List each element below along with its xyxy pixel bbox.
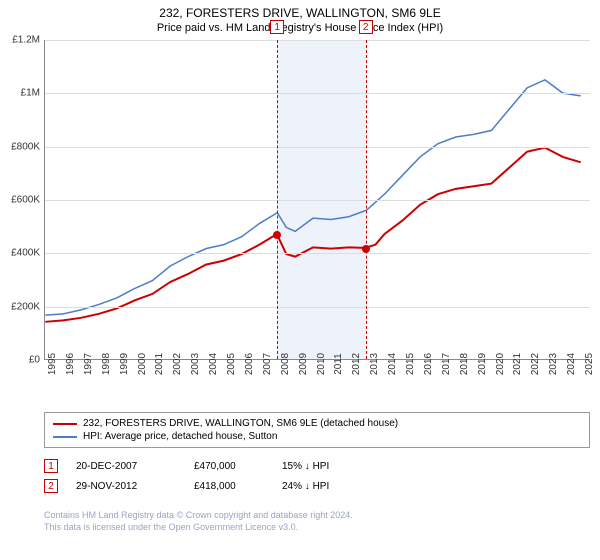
gridline [45, 147, 590, 148]
x-axis-label: 2001 [154, 353, 165, 375]
x-axis-label: 2002 [172, 353, 183, 375]
sale-marker-line [366, 40, 367, 359]
sale-diff: 15% ↓ HPI [282, 461, 382, 472]
y-axis-label: £400K [11, 248, 40, 259]
footer-line: This data is licensed under the Open Gov… [44, 522, 590, 534]
x-axis-label: 2011 [333, 353, 344, 375]
x-axis-label: 1995 [47, 353, 58, 375]
x-axis-label: 2008 [280, 353, 291, 375]
sale-marker-line [277, 40, 278, 359]
gridline [45, 93, 590, 94]
x-axis-label: 2014 [387, 353, 398, 375]
x-axis-label: 2025 [584, 353, 595, 375]
x-axis-label: 2007 [262, 353, 273, 375]
legend-item-hpi: HPI: Average price, detached house, Sutt… [53, 430, 581, 443]
series-line-property [45, 148, 580, 322]
x-axis-label: 2000 [137, 353, 148, 375]
x-axis-label: 2023 [548, 353, 559, 375]
sale-marker-badge: 1 [270, 20, 284, 34]
footer-attribution: Contains HM Land Registry data © Crown c… [44, 510, 590, 533]
sale-row: 1 20-DEC-2007 £470,000 15% ↓ HPI [44, 456, 590, 476]
legend-swatch [53, 436, 77, 438]
x-axis-label: 2017 [441, 353, 452, 375]
y-axis-label: £600K [11, 195, 40, 206]
sale-marker-box: 1 [44, 459, 58, 473]
x-axis-label: 1998 [101, 353, 112, 375]
y-axis-label: £200K [11, 301, 40, 312]
y-axis-label: £0 [29, 355, 40, 366]
x-axis-label: 2016 [423, 353, 434, 375]
x-axis-label: 2009 [298, 353, 309, 375]
sales-table: 1 20-DEC-2007 £470,000 15% ↓ HPI 2 29-NO… [44, 456, 590, 496]
gridline [45, 200, 590, 201]
x-axis-label: 2022 [530, 353, 541, 375]
gridline [45, 307, 590, 308]
x-axis-label: 2005 [226, 353, 237, 375]
sale-dot [273, 231, 281, 239]
y-axis-label: £1.2M [12, 35, 40, 46]
y-axis-label: £1M [21, 88, 40, 99]
x-axis-label: 2019 [477, 353, 488, 375]
chart-subtitle: Price paid vs. HM Land Registry's House … [0, 20, 600, 34]
legend-swatch [53, 423, 77, 425]
legend: 232, FORESTERS DRIVE, WALLINGTON, SM6 9L… [44, 412, 590, 448]
plot-area: 12 [44, 40, 590, 360]
sale-date: 29-NOV-2012 [76, 481, 176, 492]
x-axis-label: 2013 [369, 353, 380, 375]
sale-dot [362, 245, 370, 253]
footer-line: Contains HM Land Registry data © Crown c… [44, 510, 590, 522]
x-axis-label: 2024 [566, 353, 577, 375]
series-line-hpi [45, 80, 580, 315]
x-axis-label: 2010 [316, 353, 327, 375]
chart-title: 232, FORESTERS DRIVE, WALLINGTON, SM6 9L… [0, 0, 600, 20]
sale-row: 2 29-NOV-2012 £418,000 24% ↓ HPI [44, 476, 590, 496]
sale-date: 20-DEC-2007 [76, 461, 176, 472]
sale-diff: 24% ↓ HPI [282, 481, 382, 492]
y-axis-label: £800K [11, 141, 40, 152]
sale-marker-box: 2 [44, 479, 58, 493]
legend-label: HPI: Average price, detached house, Sutt… [83, 431, 277, 442]
x-axis-label: 1997 [83, 353, 94, 375]
gridline [45, 40, 590, 41]
x-axis-label: 2012 [351, 353, 362, 375]
x-axis-label: 2003 [190, 353, 201, 375]
x-axis-label: 1999 [119, 353, 130, 375]
legend-item-property: 232, FORESTERS DRIVE, WALLINGTON, SM6 9L… [53, 417, 581, 430]
gridline [45, 253, 590, 254]
sale-price: £470,000 [194, 461, 264, 472]
x-axis-label: 2018 [459, 353, 470, 375]
x-axis-label: 1996 [65, 353, 76, 375]
sale-marker-badge: 2 [359, 20, 373, 34]
chart-container: 232, FORESTERS DRIVE, WALLINGTON, SM6 9L… [0, 0, 600, 560]
x-axis-label: 2015 [405, 353, 416, 375]
x-axis-label: 2006 [244, 353, 255, 375]
sale-price: £418,000 [194, 481, 264, 492]
x-axis-label: 2021 [512, 353, 523, 375]
legend-label: 232, FORESTERS DRIVE, WALLINGTON, SM6 9L… [83, 418, 398, 429]
x-axis-label: 2020 [495, 353, 506, 375]
x-axis-label: 2004 [208, 353, 219, 375]
